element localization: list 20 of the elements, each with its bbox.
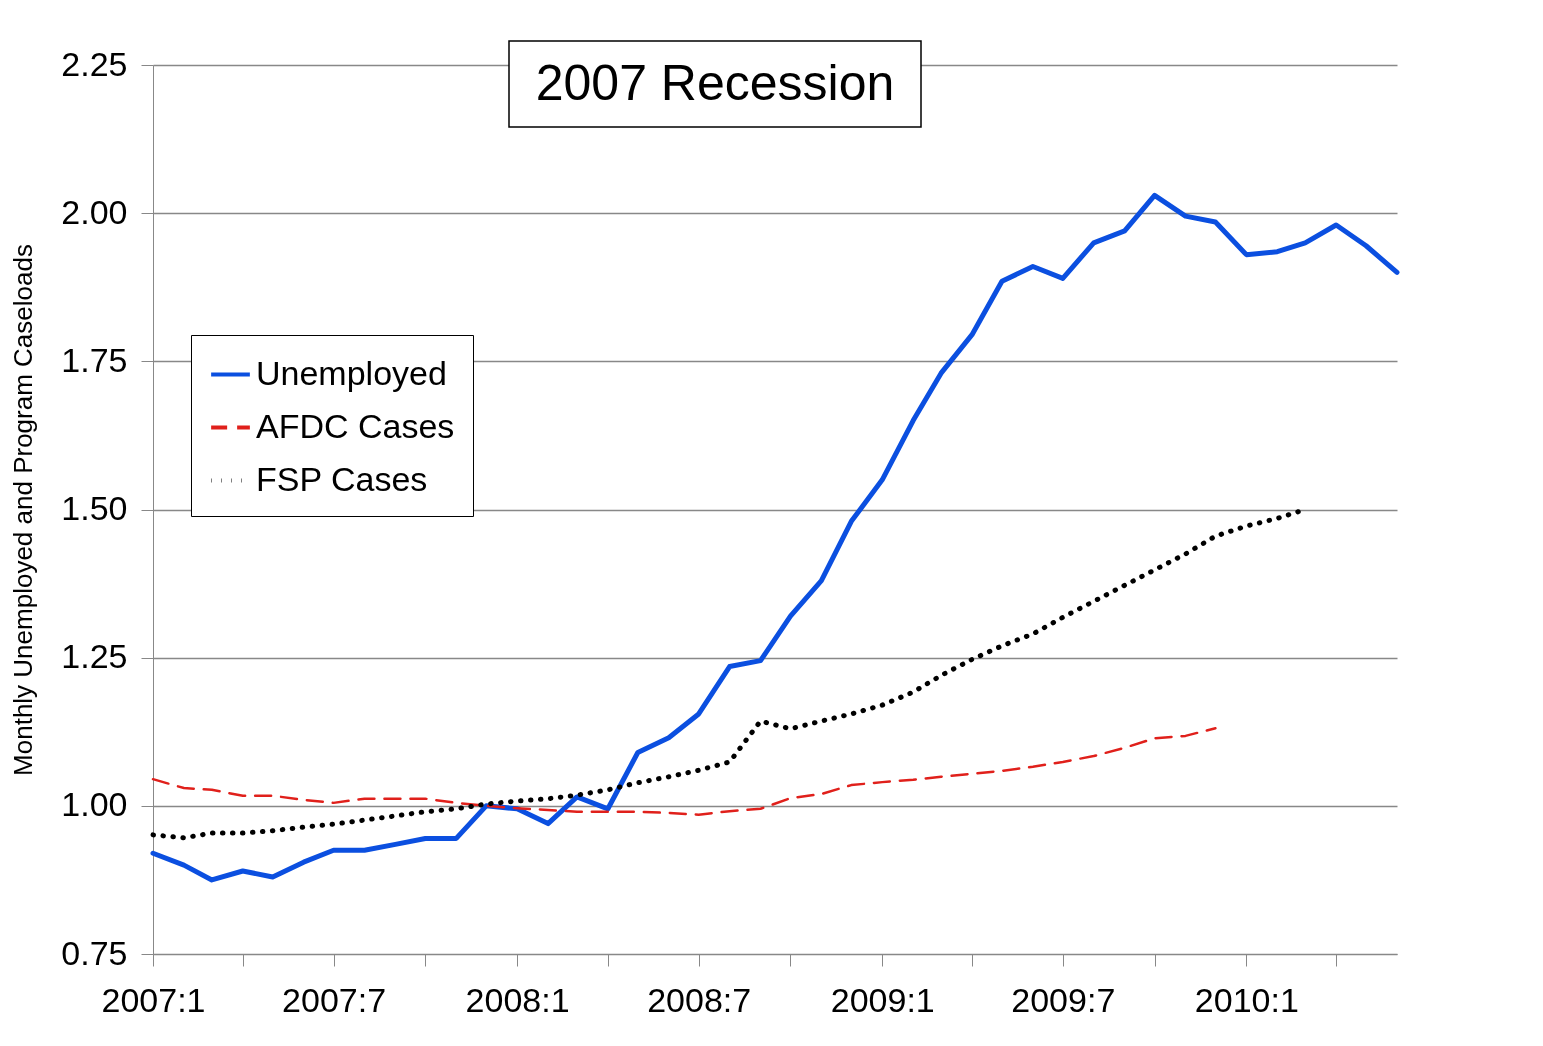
y-axis-title: Monthly Unemployed and Program Caseloads bbox=[8, 244, 39, 776]
x-tick-label: 2009:7 bbox=[1011, 980, 1116, 1019]
y-tick-label: 1.75 bbox=[61, 340, 128, 379]
legend-label: FSP Cases bbox=[256, 459, 428, 498]
y-tick-label: 1.00 bbox=[61, 785, 128, 824]
legend-label: AFDC Cases bbox=[256, 406, 455, 445]
x-tick-label: 2008:7 bbox=[647, 980, 752, 1019]
y-tick-label: 0.75 bbox=[61, 933, 128, 972]
annotation: 2007 Recession bbox=[535, 55, 895, 111]
y-tick-label: 2.00 bbox=[61, 192, 128, 231]
y-tick-label: 1.50 bbox=[61, 489, 128, 527]
line-series bbox=[151, 726, 1217, 816]
y-tick-label: 1.25 bbox=[61, 637, 128, 676]
x-tick-label: 2008:1 bbox=[465, 980, 570, 1019]
x-tick-label: 2007:7 bbox=[282, 980, 387, 1019]
x-tick-label: 2009:1 bbox=[830, 980, 935, 1019]
legend-label: Unemployed bbox=[256, 353, 447, 392]
x-tick-label: 2010:1 bbox=[1194, 980, 1299, 1019]
x-tick-label: 2007:1 bbox=[101, 980, 206, 1019]
y-tick-label: 2.25 bbox=[61, 44, 128, 83]
